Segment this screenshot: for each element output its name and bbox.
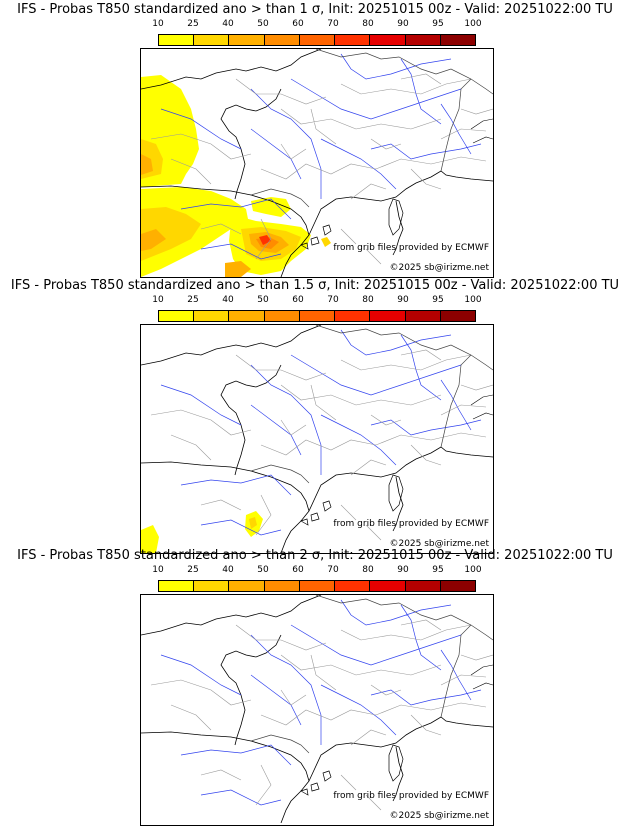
- colorbar-label: 50: [257, 19, 269, 29]
- colorbar-swatch: [440, 35, 475, 45]
- map-panel-2: IFS - Probas T850 standardized ano > tha…: [0, 276, 630, 554]
- credit-copyright: ©2025 sb@irizme.net: [389, 263, 489, 273]
- probability-map: from grib files provided by ECMWF ©2025 …: [140, 594, 494, 826]
- credit-source: from grib files provided by ECMWF: [333, 791, 489, 801]
- colorbar-swatch: [159, 35, 195, 45]
- colorbar-label: 25: [187, 295, 199, 305]
- map-title: IFS - Probas T850 standardized ano > tha…: [10, 278, 620, 293]
- colorbar-label: 80: [362, 295, 374, 305]
- probability-shading: [141, 75, 331, 277]
- colorbar-swatch: [194, 35, 230, 45]
- colorbar-swatch: [264, 311, 300, 321]
- colorbar: [158, 580, 476, 592]
- colorbar: [158, 310, 476, 322]
- colorbar-swatch: [229, 35, 265, 45]
- colorbar-label: 40: [222, 19, 234, 29]
- colorbar-label: 60: [292, 295, 304, 305]
- credit-copyright: ©2025 sb@irizme.net: [389, 539, 489, 549]
- colorbar-label: 60: [292, 19, 304, 29]
- colorbar-swatch: [299, 35, 336, 45]
- colorbar-swatch: [159, 311, 195, 321]
- colorbar-swatch: [194, 581, 230, 591]
- map-panel-3: IFS - Probas T850 standardized ano > tha…: [0, 546, 630, 826]
- colorbar-swatch: [370, 581, 406, 591]
- colorbar-label: 80: [362, 565, 374, 575]
- colorbar-label: 10: [152, 565, 164, 575]
- colorbar-swatch: [405, 35, 441, 45]
- colorbar-label: 25: [187, 19, 199, 29]
- colorbar-labels: 10 25 40 50 60 70 80 90 95 100: [152, 19, 481, 31]
- credit-copyright: ©2025 sb@irizme.net: [389, 811, 489, 821]
- colorbar-label: 100: [464, 19, 482, 29]
- colorbar-swatch: [264, 581, 300, 591]
- colorbar-swatch: [335, 581, 371, 591]
- map-title: IFS - Probas T850 standardized ano > tha…: [17, 2, 613, 17]
- colorbar-label: 95: [432, 19, 444, 29]
- colorbar-labels: 10 25 40 50 60 70 80 90 95 100: [152, 295, 481, 307]
- colorbar-swatch: [194, 311, 230, 321]
- colorbar-label: 100: [464, 295, 482, 305]
- credit-source: from grib files provided by ECMWF: [333, 243, 489, 253]
- colorbar-label: 40: [222, 565, 234, 575]
- colorbar-label: 95: [432, 295, 444, 305]
- colorbar-label: 10: [152, 295, 164, 305]
- colorbar-label: 95: [432, 565, 444, 575]
- map-panel-1: IFS - Probas T850 standardized ano > tha…: [0, 0, 630, 278]
- colorbar-label: 70: [327, 565, 339, 575]
- colorbar-swatch: [335, 35, 371, 45]
- colorbar-swatch: [440, 311, 475, 321]
- colorbar-labels: 10 25 40 50 60 70 80 90 95 100: [152, 565, 481, 577]
- colorbar-label: 100: [464, 565, 482, 575]
- colorbar-swatch: [229, 581, 265, 591]
- colorbar-label: 90: [397, 19, 409, 29]
- colorbar-swatch: [335, 311, 371, 321]
- credit-source: from grib files provided by ECMWF: [333, 519, 489, 529]
- colorbar-label: 90: [397, 565, 409, 575]
- colorbar-swatch: [299, 581, 336, 591]
- map-title: IFS - Probas T850 standardized ano > tha…: [17, 548, 613, 563]
- probability-map: from grib files provided by ECMWF ©2025 …: [140, 324, 494, 554]
- probability-map: from grib files provided by ECMWF ©2025 …: [140, 48, 494, 278]
- colorbar-swatch: [405, 581, 441, 591]
- colorbar-label: 70: [327, 295, 339, 305]
- colorbar-label: 60: [292, 565, 304, 575]
- colorbar-label: 50: [257, 295, 269, 305]
- colorbar-label: 10: [152, 19, 164, 29]
- colorbar-swatch: [229, 311, 265, 321]
- colorbar-label: 25: [187, 565, 199, 575]
- colorbar-label: 70: [327, 19, 339, 29]
- colorbar-swatch: [440, 581, 475, 591]
- colorbar-swatch: [299, 311, 336, 321]
- colorbar-label: 40: [222, 295, 234, 305]
- colorbar-swatch: [370, 311, 406, 321]
- colorbar-label: 80: [362, 19, 374, 29]
- probability-shading: [141, 511, 263, 553]
- colorbar-label: 90: [397, 295, 409, 305]
- colorbar-swatch: [370, 35, 406, 45]
- colorbar-swatch: [159, 581, 195, 591]
- colorbar-swatch: [264, 35, 300, 45]
- colorbar-label: 50: [257, 565, 269, 575]
- colorbar: [158, 34, 476, 46]
- colorbar-swatch: [405, 311, 441, 321]
